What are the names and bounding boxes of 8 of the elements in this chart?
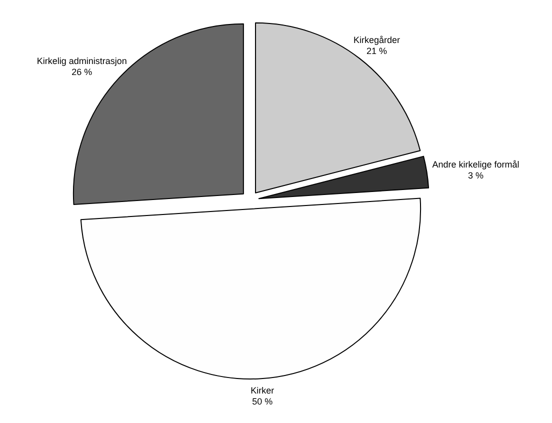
slice-label: Kirkelig administrasjon	[36, 56, 127, 66]
data-label: 3 %	[468, 170, 484, 180]
slice-label: Andre kirkelige formål	[432, 159, 520, 170]
slice-label: Kirkegårder	[353, 35, 400, 46]
data-label: 26 %	[72, 66, 92, 77]
data-label: 50 %	[252, 396, 273, 407]
slice-label: Kirker	[250, 386, 274, 396]
data-label: 21 %	[366, 46, 387, 56]
